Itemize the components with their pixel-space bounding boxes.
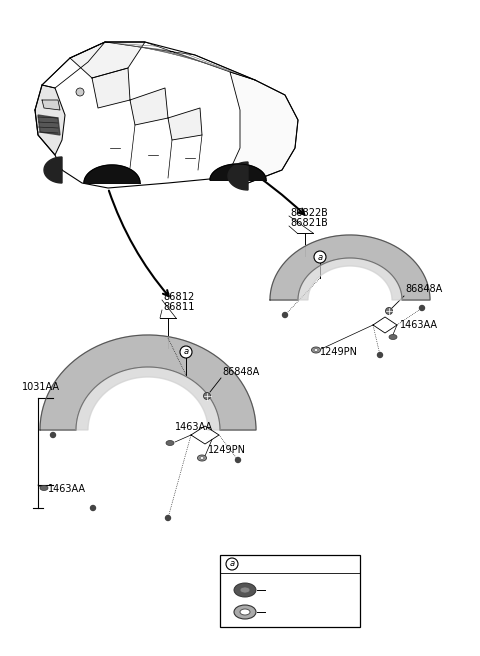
Circle shape bbox=[420, 306, 424, 310]
Text: 86848A: 86848A bbox=[405, 284, 442, 294]
Text: 84220U: 84220U bbox=[267, 607, 302, 617]
Text: 86848A: 86848A bbox=[222, 367, 259, 377]
Polygon shape bbox=[270, 235, 430, 300]
Circle shape bbox=[91, 506, 96, 510]
Circle shape bbox=[226, 558, 238, 570]
Circle shape bbox=[385, 308, 393, 314]
Ellipse shape bbox=[234, 605, 256, 619]
Polygon shape bbox=[130, 88, 168, 125]
Circle shape bbox=[236, 457, 240, 462]
Text: 86812: 86812 bbox=[163, 292, 194, 302]
Polygon shape bbox=[70, 42, 145, 78]
Text: 1249PN: 1249PN bbox=[208, 445, 246, 455]
Text: 1463AA: 1463AA bbox=[175, 422, 213, 432]
Polygon shape bbox=[298, 258, 402, 300]
Polygon shape bbox=[35, 85, 65, 155]
Circle shape bbox=[76, 88, 84, 96]
Ellipse shape bbox=[389, 335, 397, 340]
Ellipse shape bbox=[234, 583, 256, 597]
Polygon shape bbox=[40, 335, 256, 430]
Ellipse shape bbox=[240, 609, 250, 615]
Polygon shape bbox=[168, 108, 202, 140]
Text: 1463AA: 1463AA bbox=[48, 484, 86, 494]
Text: 86811: 86811 bbox=[163, 302, 194, 312]
Text: 84219E: 84219E bbox=[267, 585, 302, 595]
Polygon shape bbox=[38, 115, 60, 135]
Ellipse shape bbox=[240, 587, 250, 593]
Text: a: a bbox=[317, 253, 323, 262]
Polygon shape bbox=[228, 162, 248, 190]
Circle shape bbox=[50, 432, 56, 438]
Ellipse shape bbox=[312, 347, 321, 353]
Circle shape bbox=[166, 516, 170, 520]
Circle shape bbox=[204, 392, 211, 400]
Text: 1249PN: 1249PN bbox=[320, 347, 358, 357]
Ellipse shape bbox=[40, 485, 48, 491]
Polygon shape bbox=[76, 367, 220, 430]
Ellipse shape bbox=[200, 457, 204, 459]
Polygon shape bbox=[84, 165, 140, 183]
Text: 1463AA: 1463AA bbox=[400, 320, 438, 330]
Ellipse shape bbox=[314, 348, 318, 352]
Circle shape bbox=[314, 251, 326, 263]
Circle shape bbox=[180, 346, 192, 358]
Text: 86821B: 86821B bbox=[290, 218, 327, 228]
Polygon shape bbox=[230, 72, 298, 183]
Polygon shape bbox=[44, 157, 62, 183]
Circle shape bbox=[377, 352, 383, 358]
Ellipse shape bbox=[197, 455, 206, 461]
Polygon shape bbox=[42, 100, 60, 110]
Bar bbox=[220, 555, 360, 627]
Text: a: a bbox=[183, 348, 189, 356]
Circle shape bbox=[283, 312, 288, 318]
Text: 1031AA: 1031AA bbox=[22, 382, 60, 392]
Text: a: a bbox=[229, 560, 235, 569]
Ellipse shape bbox=[166, 440, 174, 445]
Text: 86822B: 86822B bbox=[290, 208, 327, 218]
Polygon shape bbox=[92, 68, 130, 108]
Polygon shape bbox=[210, 164, 266, 180]
